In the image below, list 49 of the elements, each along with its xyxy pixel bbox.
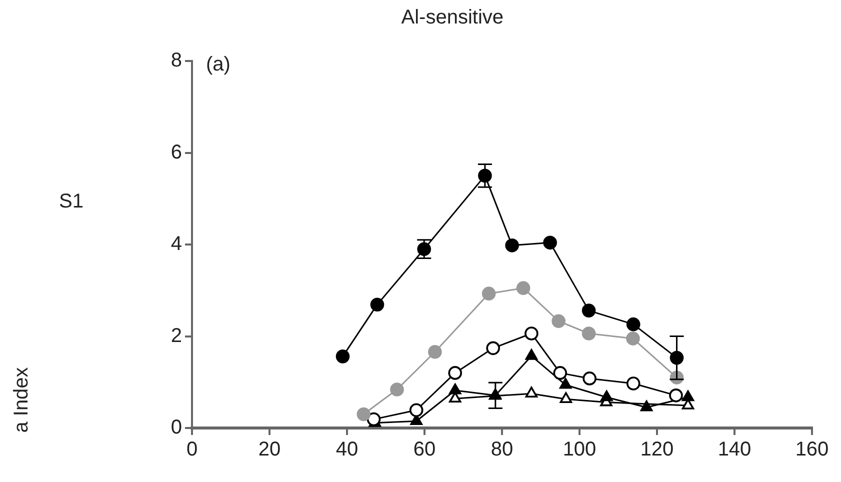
point — [449, 383, 462, 394]
x-tick-label: 40 — [336, 438, 358, 461]
x-tick-label: 80 — [490, 438, 514, 461]
point — [669, 388, 683, 402]
point — [560, 392, 572, 403]
x-tick-label: 60 — [413, 438, 436, 461]
point — [448, 366, 462, 380]
point — [600, 390, 613, 402]
text: a Index — [10, 367, 33, 433]
x-tick-label: 120 — [640, 438, 674, 461]
point — [626, 376, 640, 390]
x-tick-label: 20 — [258, 438, 281, 461]
text: S1 — [59, 190, 84, 213]
y-tick-label: 0 — [170, 416, 182, 439]
point — [505, 238, 519, 252]
point — [524, 326, 538, 340]
point — [525, 349, 538, 360]
chart-title: Al-sensitive — [401, 6, 504, 29]
point — [552, 314, 566, 328]
point — [336, 350, 350, 364]
x-tick-label: 0 — [186, 438, 198, 461]
point — [366, 412, 381, 426]
point — [553, 366, 568, 380]
x-tick-label: 140 — [718, 438, 752, 461]
point — [482, 286, 496, 300]
point — [640, 400, 653, 412]
point — [626, 332, 640, 346]
point — [390, 382, 404, 396]
x-tick-label: 100 — [562, 438, 596, 461]
point — [516, 281, 530, 295]
point — [682, 390, 694, 402]
point — [370, 298, 384, 312]
y-tick-label: 6 — [170, 141, 182, 164]
point — [559, 378, 572, 389]
point — [356, 407, 371, 422]
point — [409, 403, 424, 418]
point — [525, 386, 538, 398]
y-tick-label: 4 — [170, 233, 182, 256]
x-tick-label: 160 — [795, 438, 829, 461]
point — [582, 304, 596, 318]
point — [486, 341, 500, 356]
y-tick-label: 8 — [170, 50, 182, 72]
y-tick-label: 2 — [170, 324, 182, 347]
point — [582, 326, 596, 340]
point — [626, 317, 640, 332]
point — [543, 236, 557, 250]
annotation: (a) — [206, 54, 230, 76]
point — [582, 372, 596, 386]
point — [428, 344, 442, 359]
